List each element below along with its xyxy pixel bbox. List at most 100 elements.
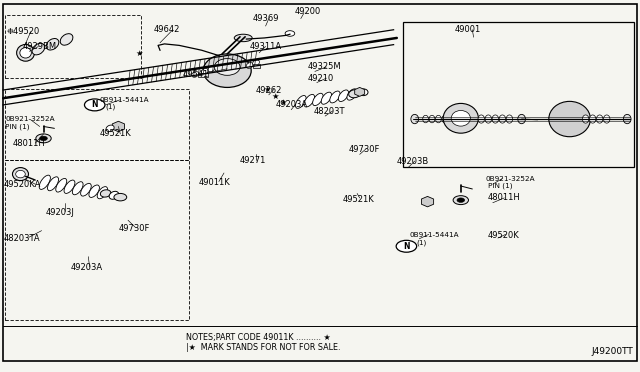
Ellipse shape xyxy=(56,179,67,192)
Text: N: N xyxy=(92,100,98,109)
Text: 49262: 49262 xyxy=(256,86,282,94)
Circle shape xyxy=(457,198,465,202)
Ellipse shape xyxy=(89,185,99,198)
Ellipse shape xyxy=(304,94,315,107)
Ellipse shape xyxy=(13,167,29,180)
Circle shape xyxy=(40,136,47,141)
Text: 48203T: 48203T xyxy=(314,107,345,116)
Ellipse shape xyxy=(478,115,484,123)
Ellipse shape xyxy=(20,48,31,58)
Ellipse shape xyxy=(17,44,35,61)
Circle shape xyxy=(84,99,105,111)
Text: 49520KA: 49520KA xyxy=(3,180,40,189)
Text: ★: ★ xyxy=(136,49,143,58)
Text: 49521K: 49521K xyxy=(342,195,374,203)
Text: (1): (1) xyxy=(416,239,426,246)
Ellipse shape xyxy=(451,110,470,126)
Text: 48203TA: 48203TA xyxy=(3,234,40,243)
Ellipse shape xyxy=(423,115,429,123)
Ellipse shape xyxy=(72,182,83,195)
Ellipse shape xyxy=(436,115,442,123)
Text: J49200TT: J49200TT xyxy=(592,347,634,356)
Text: ❉49520: ❉49520 xyxy=(6,27,40,36)
Ellipse shape xyxy=(16,170,26,178)
Ellipse shape xyxy=(214,58,240,75)
Ellipse shape xyxy=(604,115,610,123)
Text: 49271: 49271 xyxy=(240,156,266,165)
Ellipse shape xyxy=(429,115,435,123)
Text: 49203A: 49203A xyxy=(70,263,102,272)
Ellipse shape xyxy=(330,91,340,103)
Ellipse shape xyxy=(349,90,360,98)
Ellipse shape xyxy=(549,101,590,137)
Text: 0B921-3252A: 0B921-3252A xyxy=(5,116,55,122)
Ellipse shape xyxy=(442,115,448,123)
Ellipse shape xyxy=(411,114,419,124)
Polygon shape xyxy=(112,121,125,132)
Text: 49521K: 49521K xyxy=(99,129,131,138)
Polygon shape xyxy=(355,87,365,96)
Text: N: N xyxy=(403,242,410,251)
Ellipse shape xyxy=(485,115,492,123)
Ellipse shape xyxy=(596,115,603,123)
Polygon shape xyxy=(421,196,434,207)
Ellipse shape xyxy=(285,31,294,36)
Ellipse shape xyxy=(296,96,306,108)
Text: |★  MARK STANDS FOR NOT FOR SALE.: |★ MARK STANDS FOR NOT FOR SALE. xyxy=(186,343,340,352)
Text: 48011H: 48011H xyxy=(13,139,45,148)
Ellipse shape xyxy=(46,39,59,50)
Text: 49001: 49001 xyxy=(454,25,481,34)
Ellipse shape xyxy=(582,115,589,123)
Text: 49520K: 49520K xyxy=(488,231,520,240)
Text: 49369: 49369 xyxy=(253,14,279,23)
Ellipse shape xyxy=(64,180,75,193)
Ellipse shape xyxy=(60,34,73,45)
Ellipse shape xyxy=(109,191,118,199)
Text: 49200: 49200 xyxy=(294,7,321,16)
Ellipse shape xyxy=(204,54,251,87)
Ellipse shape xyxy=(312,93,323,106)
Ellipse shape xyxy=(339,90,349,102)
Text: 48011H: 48011H xyxy=(488,193,520,202)
Ellipse shape xyxy=(208,66,214,72)
Ellipse shape xyxy=(234,34,252,42)
Text: 49011K: 49011K xyxy=(198,178,230,187)
Text: ★: ★ xyxy=(264,85,271,94)
Text: 0B911-5441A: 0B911-5441A xyxy=(99,97,149,103)
Ellipse shape xyxy=(518,114,525,124)
Text: 49203A: 49203A xyxy=(275,100,307,109)
Ellipse shape xyxy=(39,175,51,189)
Circle shape xyxy=(396,240,417,252)
Ellipse shape xyxy=(202,68,208,74)
Ellipse shape xyxy=(506,115,513,123)
Ellipse shape xyxy=(32,44,45,55)
Text: (1): (1) xyxy=(106,104,116,110)
Ellipse shape xyxy=(359,89,368,96)
Ellipse shape xyxy=(589,115,596,123)
Ellipse shape xyxy=(97,187,108,199)
Ellipse shape xyxy=(100,190,111,197)
Ellipse shape xyxy=(492,115,499,123)
Bar xyxy=(198,73,208,77)
Circle shape xyxy=(36,134,51,143)
Text: 49730F: 49730F xyxy=(118,224,150,233)
Ellipse shape xyxy=(246,62,253,68)
Text: ★: ★ xyxy=(271,92,279,100)
Circle shape xyxy=(453,196,468,205)
Ellipse shape xyxy=(253,60,259,66)
Text: 0B911-5441A: 0B911-5441A xyxy=(410,232,460,238)
Text: PIN (1): PIN (1) xyxy=(5,123,29,130)
Text: 49210: 49210 xyxy=(307,74,333,83)
Ellipse shape xyxy=(623,114,631,124)
Text: NOTES;PART CODE 49011K .......... ★: NOTES;PART CODE 49011K .......... ★ xyxy=(186,333,330,342)
Ellipse shape xyxy=(347,89,357,100)
Text: 49642: 49642 xyxy=(154,25,180,34)
Text: ★: ★ xyxy=(279,98,287,107)
Text: 49325M: 49325M xyxy=(307,62,341,71)
Text: 0B921-3252A: 0B921-3252A xyxy=(485,176,535,182)
Ellipse shape xyxy=(499,115,506,123)
Bar xyxy=(403,22,634,167)
Text: 49730F: 49730F xyxy=(349,145,380,154)
Ellipse shape xyxy=(321,92,332,104)
Text: 4929BM: 4929BM xyxy=(22,42,56,51)
